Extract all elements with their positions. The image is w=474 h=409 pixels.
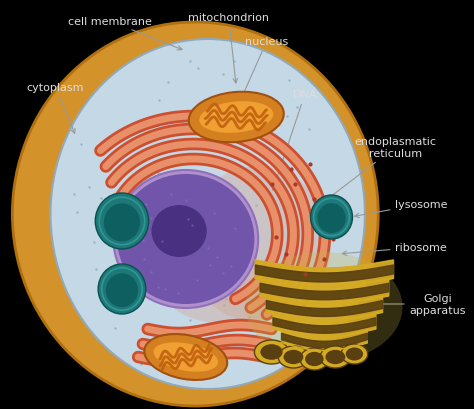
Ellipse shape — [260, 344, 283, 360]
Ellipse shape — [326, 350, 345, 364]
Circle shape — [106, 274, 138, 308]
Ellipse shape — [167, 264, 291, 324]
Circle shape — [95, 193, 149, 249]
Ellipse shape — [320, 346, 351, 368]
Text: ribosome: ribosome — [342, 243, 447, 256]
Text: cell membrane: cell membrane — [68, 17, 182, 51]
Text: lysosome: lysosome — [355, 200, 448, 218]
Ellipse shape — [305, 352, 324, 366]
Ellipse shape — [341, 344, 368, 364]
Text: nucleus: nucleus — [230, 37, 288, 124]
Circle shape — [310, 196, 353, 239]
Ellipse shape — [255, 340, 289, 364]
Ellipse shape — [12, 23, 378, 406]
Ellipse shape — [189, 92, 284, 143]
Circle shape — [98, 264, 146, 314]
Text: cytoplasm: cytoplasm — [27, 83, 84, 134]
Text: endoplasmatic
reticulum: endoplasmatic reticulum — [318, 137, 437, 207]
Ellipse shape — [51, 40, 365, 389]
Circle shape — [317, 204, 346, 234]
Ellipse shape — [183, 167, 331, 322]
Ellipse shape — [154, 342, 218, 372]
Ellipse shape — [117, 175, 255, 304]
Ellipse shape — [199, 102, 273, 133]
Ellipse shape — [152, 205, 207, 257]
Ellipse shape — [246, 252, 402, 362]
Ellipse shape — [283, 350, 303, 364]
Ellipse shape — [278, 346, 309, 368]
Ellipse shape — [113, 171, 258, 308]
Ellipse shape — [300, 348, 328, 370]
Ellipse shape — [346, 348, 363, 361]
Ellipse shape — [145, 334, 227, 380]
Text: DNA: DNA — [272, 90, 317, 191]
Text: mitochondrion: mitochondrion — [188, 13, 269, 84]
Text: Golgi
apparatus: Golgi apparatus — [371, 294, 466, 315]
Circle shape — [104, 204, 140, 242]
